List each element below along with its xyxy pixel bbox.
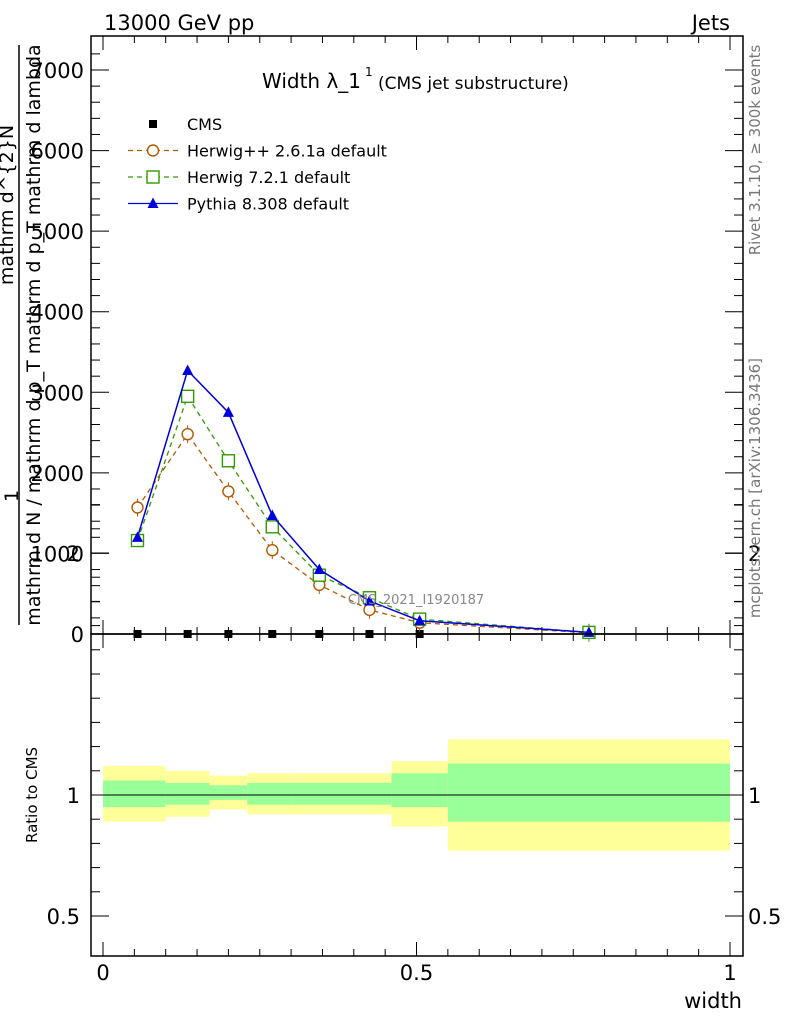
data-point xyxy=(131,531,143,542)
ratio-inner-band xyxy=(165,782,210,805)
ratio-inner-band xyxy=(103,780,166,808)
mcplots-info: mcplots.cern.ch [arXiv:1306.3436] xyxy=(746,358,764,618)
ratio-inner-band xyxy=(447,763,730,822)
y-tick-label: 1000 xyxy=(31,542,84,566)
main-panel: 0 1000 2000 3000 4000 5000 6000 7000 xyxy=(31,36,743,647)
legend-entry: CMS xyxy=(149,115,222,134)
ratio-tick-label-right: 0.5 xyxy=(748,905,781,929)
y-axis-label-prefactor: 1 xyxy=(1,490,23,502)
legend-marker xyxy=(146,144,160,157)
ratio-panel: 0 0.5 1 0.5 0.5 1 1 2 2 xyxy=(47,504,781,985)
legend-label: Pythia 8.308 default xyxy=(187,195,349,214)
x-axis-label: width xyxy=(684,989,742,1013)
header-right: Jets xyxy=(690,11,730,35)
legend-marker xyxy=(147,197,159,208)
x-tick-label: 0.5 xyxy=(400,961,433,985)
y-tick-label: 0 xyxy=(71,623,84,647)
x-tick-label: 1 xyxy=(723,961,736,985)
data-point xyxy=(181,427,194,441)
ratio-tick-label-right: 2 xyxy=(748,542,761,566)
y-tick-label: 5000 xyxy=(31,220,84,244)
ratio-frame xyxy=(90,633,744,957)
data-point xyxy=(182,364,194,376)
legend-entry: Herwig++ 2.6.1a default xyxy=(128,142,387,161)
ratio-bands xyxy=(103,739,730,851)
y-tick-label: 3000 xyxy=(31,381,84,405)
series-line xyxy=(136,369,589,634)
data-point xyxy=(221,454,236,468)
legend-label: CMS xyxy=(187,115,222,134)
x-tick-label: 0 xyxy=(96,961,109,985)
legend-label: Herwig 7.2.1 default xyxy=(187,168,350,187)
data-point xyxy=(222,485,235,498)
y-axis-label-denominator: mathrm d N / mathrm d p_T mathrm d p_T m… xyxy=(23,44,45,625)
ratio-axis-label: Ratio to CMS xyxy=(23,747,41,843)
series-1 xyxy=(131,425,596,642)
chart-title-superscript: 1 xyxy=(365,65,373,79)
y-axis-label: mathrm d N / mathrm d p_T mathrm d p_T m… xyxy=(0,44,45,625)
data-point xyxy=(222,406,234,417)
header-left: 13000 GeV pp xyxy=(104,11,254,35)
data-point xyxy=(180,389,195,404)
chart-title: Width λ_1 xyxy=(262,69,361,93)
data-point xyxy=(265,520,279,534)
y-tick-label: 7000 xyxy=(31,59,84,83)
y-tick-label: 6000 xyxy=(31,140,84,164)
data-point xyxy=(131,501,144,514)
rivet-info: Rivet 3.1.10, ≥ 300k events xyxy=(746,45,764,256)
legend-marker xyxy=(149,120,157,128)
ratio-inner-band xyxy=(391,773,448,808)
y-tick-label: 2000 xyxy=(31,462,84,486)
data-point xyxy=(266,544,279,557)
chart-subtitle: (CMS jet substructure) xyxy=(378,74,569,94)
ratio-tick-label: 0.5 xyxy=(47,905,80,929)
series-3 xyxy=(131,364,595,637)
ratio-inner-band xyxy=(291,782,392,805)
data-point xyxy=(313,563,325,575)
chart-title-group: Width λ_1 1 (CMS jet substructure) xyxy=(262,65,569,94)
y-tick-label: 4000 xyxy=(31,301,84,325)
ratio-tick-label: 1 xyxy=(67,784,80,808)
analysis-watermark: CMS_2021_I1920187 xyxy=(348,593,484,608)
ratio-tick-label: 2 xyxy=(67,542,80,566)
data-point xyxy=(363,594,375,606)
ratio-inner-band xyxy=(209,785,248,800)
legend-entry: Herwig 7.2.1 default xyxy=(128,168,350,187)
legend-label: Herwig++ 2.6.1a default xyxy=(187,142,387,161)
legend: CMS Herwig++ 2.6.1a default Herwig 7.2.1 d… xyxy=(128,115,387,214)
y-axis-label-numerator: mathrm d^{2}N xyxy=(0,125,18,285)
series-line xyxy=(136,433,589,634)
legend-marker xyxy=(146,170,160,184)
data-point xyxy=(266,509,278,521)
ratio-tick-label-right: 1 xyxy=(748,784,761,808)
series-line xyxy=(136,394,589,634)
ratio-inner-band xyxy=(247,782,292,805)
legend-entry: Pythia 8.308 default xyxy=(128,195,349,214)
data-point xyxy=(414,614,426,626)
